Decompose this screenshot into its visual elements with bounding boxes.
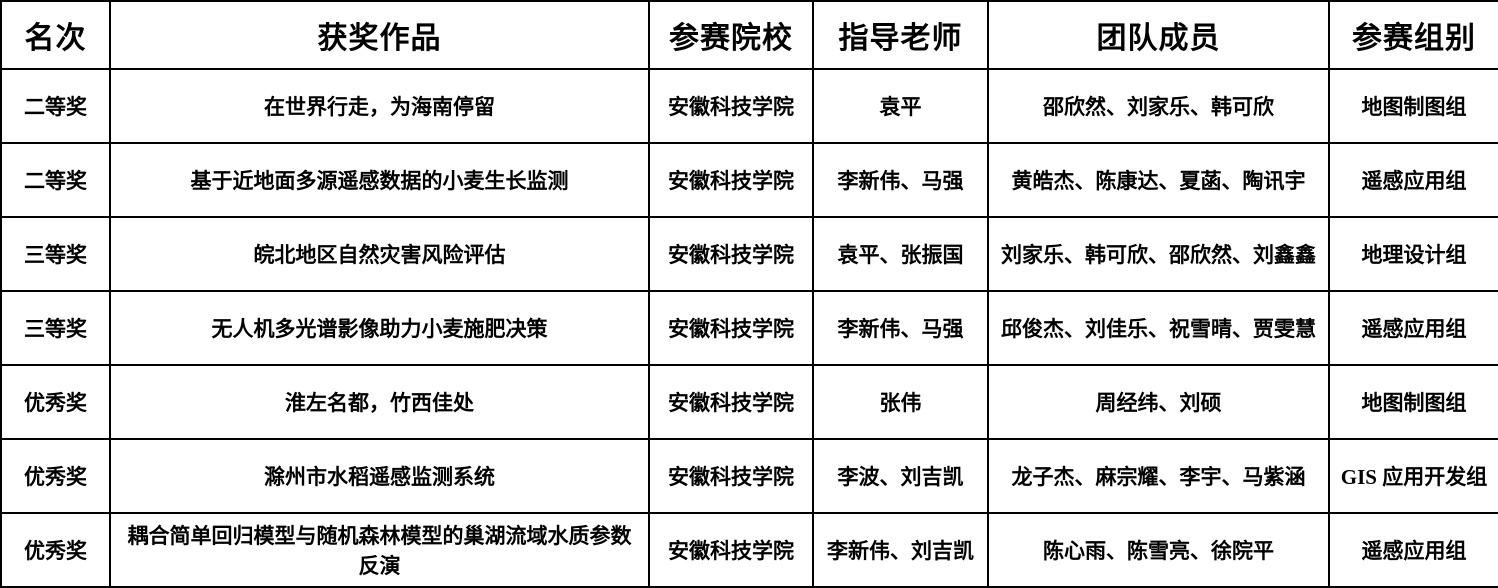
cell-school: 安徽科技学院	[648, 216, 814, 292]
cell-teachers: 李波、刘吉凯	[812, 438, 989, 514]
cell-school: 安徽科技学院	[648, 364, 814, 440]
table-row: 三等奖 无人机多光谱影像助力小麦施肥决策 安徽科技学院 李新伟、马强 邱俊杰、刘佳乐、祝…	[0, 290, 1498, 366]
cell-teachers: 袁平、张振国	[812, 216, 989, 292]
cell-school: 安徽科技学院	[648, 512, 814, 588]
cell-school: 安徽科技学院	[648, 290, 814, 366]
cell-group: 遥感应用组	[1328, 512, 1498, 588]
cell-team-members: 周经纬、刘硕	[987, 364, 1330, 440]
cell-team-members: 龙子杰、麻宗耀、李宇、马紫涵	[987, 438, 1330, 514]
cell-work-title: 淮左名都，竹西佳处	[109, 364, 650, 440]
column-header-school: 参赛院校	[648, 0, 814, 70]
cell-work-title: 皖北地区自然灾害风险评估	[109, 216, 650, 292]
cell-school: 安徽科技学院	[648, 68, 814, 144]
cell-school: 安徽科技学院	[648, 438, 814, 514]
cell-work-title: 在世界行走，为海南停留	[109, 68, 650, 144]
column-header-group: 参赛组别	[1328, 0, 1498, 70]
column-header-work-title: 获奖作品	[109, 0, 650, 70]
cell-work-title: 滁州市水稻遥感监测系统	[109, 438, 650, 514]
cell-work-title: 耦合简单回归模型与随机森林模型的巢湖流域水质参数反演	[109, 512, 650, 588]
cell-rank: 三等奖	[0, 290, 111, 366]
column-header-team-members: 团队成员	[987, 0, 1330, 70]
cell-rank: 三等奖	[0, 216, 111, 292]
cell-team-members: 邵欣然、刘家乐、韩可欣	[987, 68, 1330, 144]
table-row: 三等奖 皖北地区自然灾害风险评估 安徽科技学院 袁平、张振国 刘家乐、韩可欣、邵欣然、刘…	[0, 216, 1498, 292]
cell-rank: 优秀奖	[0, 512, 111, 588]
cell-work-title: 无人机多光谱影像助力小麦施肥决策	[109, 290, 650, 366]
table-row: 优秀奖 耦合简单回归模型与随机森林模型的巢湖流域水质参数反演 安徽科技学院 李新伟、刘…	[0, 512, 1498, 588]
table-row: 优秀奖 滁州市水稻遥感监测系统 安徽科技学院 李波、刘吉凯 龙子杰、麻宗耀、李宇、马紫涵…	[0, 438, 1498, 514]
cell-rank: 二等奖	[0, 68, 111, 144]
cell-teachers: 李新伟、刘吉凯	[812, 512, 989, 588]
cell-teachers: 张伟	[812, 364, 989, 440]
cell-rank: 优秀奖	[0, 364, 111, 440]
cell-school: 安徽科技学院	[648, 142, 814, 218]
column-header-teachers: 指导老师	[812, 0, 989, 70]
cell-team-members: 刘家乐、韩可欣、邵欣然、刘鑫鑫	[987, 216, 1330, 292]
cell-group: 地图制图组	[1328, 364, 1498, 440]
cell-rank: 优秀奖	[0, 438, 111, 514]
header-row: 名次 获奖作品 参赛院校 指导老师 团队成员 参赛组别	[0, 0, 1498, 70]
cell-group: 遥感应用组	[1328, 142, 1498, 218]
table-header: 名次 获奖作品 参赛院校 指导老师 团队成员 参赛组别	[0, 0, 1498, 70]
cell-group: 地理设计组	[1328, 216, 1498, 292]
cell-group: 地图制图组	[1328, 68, 1498, 144]
cell-group: GIS 应用开发组	[1328, 438, 1498, 514]
column-header-rank: 名次	[0, 0, 111, 70]
cell-teachers: 李新伟、马强	[812, 290, 989, 366]
table-body: 二等奖 在世界行走，为海南停留 安徽科技学院 袁平 邵欣然、刘家乐、韩可欣 地图制图组 二等…	[0, 68, 1498, 588]
cell-team-members: 陈心雨、陈雪亮、徐院平	[987, 512, 1330, 588]
table-row: 优秀奖 淮左名都，竹西佳处 安徽科技学院 张伟 周经纬、刘硕 地图制图组	[0, 364, 1498, 440]
cell-work-title: 基于近地面多源遥感数据的小麦生长监测	[109, 142, 650, 218]
table-row: 二等奖 基于近地面多源遥感数据的小麦生长监测 安徽科技学院 李新伟、马强 黄皓杰、陈康达…	[0, 142, 1498, 218]
cell-rank: 二等奖	[0, 142, 111, 218]
cell-team-members: 邱俊杰、刘佳乐、祝雪晴、贾雯慧	[987, 290, 1330, 366]
table-row: 二等奖 在世界行走，为海南停留 安徽科技学院 袁平 邵欣然、刘家乐、韩可欣 地图制图组	[0, 68, 1498, 144]
cell-teachers: 袁平	[812, 68, 989, 144]
cell-team-members: 黄皓杰、陈康达、夏菡、陶讯宇	[987, 142, 1330, 218]
cell-teachers: 李新伟、马强	[812, 142, 989, 218]
cell-group: 遥感应用组	[1328, 290, 1498, 366]
